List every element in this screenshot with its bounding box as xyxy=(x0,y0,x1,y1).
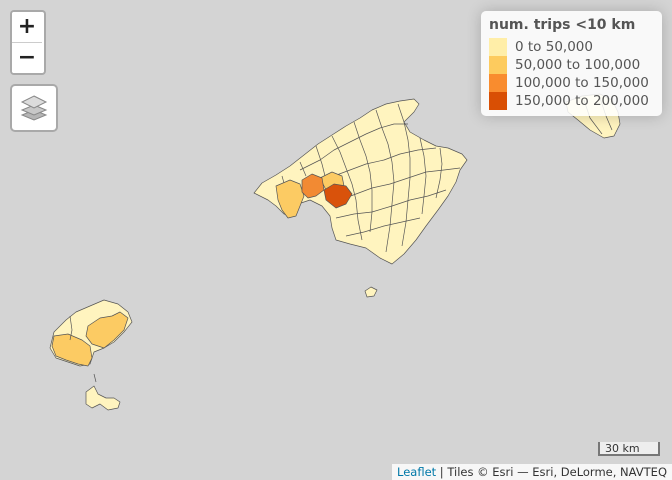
legend-item: 100,000 to 150,000 xyxy=(489,74,654,92)
legend-item-label: 50,000 to 100,000 xyxy=(515,57,641,73)
tiles-attribution: Tiles © Esri — Esri, DeLorme, NAVTEQ xyxy=(447,465,667,479)
formentera-island xyxy=(85,385,121,411)
leaflet-link[interactable]: Leaflet xyxy=(397,465,437,479)
zoom-out-button[interactable]: − xyxy=(12,42,42,73)
legend-swatch xyxy=(489,38,507,56)
legend-item-label: 0 to 50,000 xyxy=(515,39,593,55)
municipality-class-4 xyxy=(323,183,353,209)
cabrera-island xyxy=(364,286,378,298)
scale-label: 30 km xyxy=(605,442,640,455)
municipality-class-2 xyxy=(85,311,129,349)
zoom-in-button[interactable]: + xyxy=(12,12,42,42)
legend-swatch xyxy=(489,92,507,110)
legend-swatch xyxy=(489,74,507,92)
layers-icon xyxy=(20,95,48,121)
layers-control-button[interactable] xyxy=(10,84,58,132)
legend-item-label: 150,000 to 200,000 xyxy=(515,93,649,109)
scale-bar: 30 km xyxy=(598,442,660,456)
attribution: Leaflet | Tiles © Esri — Esri, DeLorme, … xyxy=(392,464,672,480)
attribution-separator: | xyxy=(436,465,448,479)
legend-item: 0 to 50,000 xyxy=(489,38,654,56)
municipality-class-2 xyxy=(275,179,305,219)
legend-item-label: 100,000 to 150,000 xyxy=(515,75,649,91)
municipality-class-2 xyxy=(51,333,93,367)
legend-title: num. trips <10 km xyxy=(489,17,636,33)
municipality-class-3 xyxy=(301,173,325,199)
legend-swatch xyxy=(489,56,507,74)
zoom-control: + − xyxy=(10,10,46,75)
legend-item: 150,000 to 200,000 xyxy=(489,92,654,110)
map-legend: num. trips <10 km 0 to 50,000 50,000 to … xyxy=(481,11,662,116)
legend-item: 50,000 to 100,000 xyxy=(489,56,654,74)
mallorca-island xyxy=(253,98,468,265)
